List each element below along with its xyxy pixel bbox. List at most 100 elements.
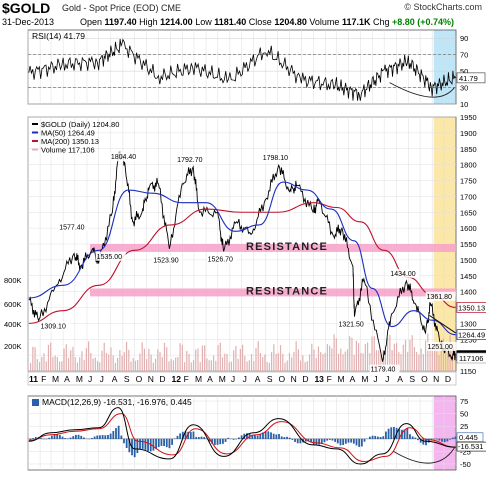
volume-bar	[212, 355, 215, 371]
price-tick-label: 1850	[460, 145, 477, 154]
macd-histogram-bar	[221, 438, 224, 444]
volume-bar	[257, 341, 259, 371]
macd-histogram-bar	[398, 429, 401, 440]
volume-bar	[94, 357, 96, 371]
volume-bar	[177, 356, 179, 371]
macd-line	[28, 407, 456, 465]
macd-histogram-bar	[173, 438, 176, 440]
rsi-title: RSI(14) 41.79	[32, 31, 85, 41]
volume-bar	[440, 345, 442, 371]
macd-histogram-bar	[438, 438, 441, 441]
price-tick-label: 1900	[460, 129, 477, 138]
macd-histogram-bar	[299, 438, 302, 444]
macd-histogram-bar	[77, 434, 80, 440]
ma200-line	[28, 202, 456, 324]
macd-histogram-bar	[350, 438, 353, 443]
volume-bar	[284, 362, 286, 371]
volume-bar	[183, 362, 186, 371]
volume-bar	[317, 346, 320, 371]
volume-bar	[395, 342, 398, 371]
brand-logo[interactable]: © StockCharts.com	[404, 2, 482, 12]
macd-histogram-bar	[136, 438, 139, 454]
volume-bar	[65, 344, 67, 371]
macd-histogram-bar	[272, 433, 275, 440]
x-tick-label: N	[433, 374, 439, 384]
macd-histogram-bar	[139, 438, 141, 449]
rsi-tick-label: 30	[460, 84, 468, 93]
volume-bar	[76, 362, 79, 371]
macd-histogram-bar	[53, 434, 56, 440]
volume-bar	[291, 357, 293, 371]
trend-arrow-annotation	[429, 315, 456, 334]
macd-histogram-bar	[414, 437, 417, 440]
macd-histogram-bar	[125, 438, 128, 449]
volume-bar	[248, 360, 250, 371]
volume-bar	[416, 352, 418, 371]
volume-bar	[438, 354, 440, 371]
volume-bar	[112, 355, 114, 371]
symbol-title: $GOLD	[2, 0, 51, 16]
volume-bar	[217, 345, 219, 371]
price-tick-label: 1450	[460, 272, 477, 281]
x-tick-label: A	[207, 374, 213, 384]
volume-bar	[101, 350, 103, 371]
legend-entry: MA(50) 1264.49	[41, 129, 95, 138]
macd-histogram-bar	[264, 431, 267, 440]
macd-histogram-bar	[144, 438, 147, 450]
volume-bar	[364, 344, 366, 371]
price-tick-label: 1750	[460, 177, 477, 186]
volume-bar	[197, 348, 199, 371]
volume-tick-label: 200K	[4, 342, 22, 351]
x-tick-label: M	[76, 374, 83, 384]
volume-bar	[150, 354, 152, 371]
macd-histogram-bar	[152, 438, 155, 451]
price-annotation: 1251.00	[427, 344, 452, 351]
macd-histogram-bar	[42, 438, 45, 440]
x-tick-label: J	[88, 374, 92, 384]
macd-histogram-bar	[310, 438, 312, 443]
macd-histogram-bar	[454, 436, 457, 440]
x-tick-label: J	[243, 374, 247, 384]
volume-bar	[130, 361, 132, 371]
volume-bar	[79, 357, 81, 371]
volume-bar	[50, 342, 52, 371]
volume-bar	[199, 362, 201, 371]
macd-histogram-bar	[104, 435, 107, 440]
macd-histogram-bar	[208, 438, 211, 442]
rsi-tick-label: 10	[460, 100, 468, 109]
volume-bar	[300, 360, 302, 371]
volume-bar	[304, 362, 306, 371]
price-annotation: 1309.10	[41, 323, 66, 330]
price-annotation: 1526.70	[208, 256, 233, 263]
x-tick-label: S	[124, 374, 130, 384]
volume-bar	[442, 338, 445, 371]
x-tick-label: M	[52, 374, 59, 384]
x-tick-label: J	[231, 374, 235, 384]
volume-bar	[192, 360, 195, 371]
macd-histogram-bar	[441, 438, 443, 442]
volume-bar	[170, 359, 172, 371]
macd-histogram-bar	[411, 436, 414, 440]
annotation-bg	[369, 364, 400, 374]
rsi-last-box	[456, 72, 486, 84]
macd-histogram-bar	[425, 438, 427, 446]
volume-bar	[52, 357, 54, 371]
price-annotation: 1361.80	[427, 294, 452, 301]
volume-bar	[337, 353, 340, 371]
macd-histogram-bar	[168, 438, 171, 449]
x-tick-label: 12	[172, 374, 182, 384]
x-tick-label: J	[100, 374, 104, 384]
volume-bar	[266, 362, 268, 371]
price-annotation: 1577.40	[59, 224, 84, 231]
annotation-bg	[425, 291, 456, 301]
macd-histogram-bar	[331, 438, 334, 441]
price-annotation: 1535.00	[97, 254, 122, 261]
volume-bar	[373, 336, 375, 371]
macd-tick-label: 75	[460, 397, 468, 406]
volume-bar	[30, 363, 32, 371]
macd-histogram-bar	[288, 437, 291, 440]
volume-bar	[38, 362, 41, 371]
volume-bar	[146, 359, 148, 371]
macd-histogram-bar	[334, 438, 337, 442]
macd-histogram-bar	[406, 427, 409, 440]
